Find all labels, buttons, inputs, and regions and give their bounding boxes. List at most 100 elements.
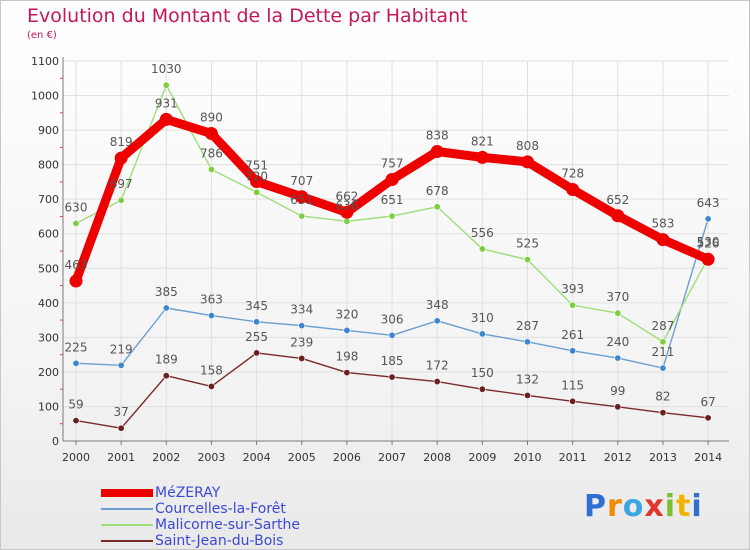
x-tick-label: 2009: [468, 451, 496, 464]
point-malicorne-sur-sarthe: [253, 188, 261, 196]
point-malicorne-sur-sarthe: [569, 301, 577, 309]
data-label-malicorne-sur-sarthe: 393: [561, 282, 584, 296]
logo-letter: i: [664, 489, 677, 524]
point-mezeray: [430, 145, 444, 159]
legend-label: Malicorne-sur-Sarthe: [155, 517, 301, 533]
data-label-courcelles-la-foret: 345: [245, 299, 268, 313]
data-label-mezeray: 662: [335, 189, 358, 203]
data-label-saint-jean-du-bois: 59: [68, 398, 83, 412]
chart-subtitle: (en €): [27, 30, 57, 41]
y-tick-label: 500: [38, 262, 59, 275]
y-tick-label: 600: [38, 228, 59, 241]
x-tick-label: 2005: [288, 451, 316, 464]
data-label-mezeray: 728: [561, 167, 584, 181]
series-layer: [69, 81, 715, 432]
legend-label: Saint-Jean-du-Bois: [155, 533, 284, 549]
y-tick-label: 1000: [31, 90, 59, 103]
point-saint-jean-du-bois: [704, 414, 712, 422]
data-label-courcelles-la-foret: 240: [606, 335, 629, 349]
point-malicorne-sur-sarthe: [478, 245, 486, 253]
y-tick-label: 1100: [31, 55, 59, 68]
point-courcelles-la-foret: [253, 318, 261, 326]
point-saint-jean-du-bois: [433, 378, 441, 386]
proxiti-logo: Proxiti: [584, 489, 703, 524]
data-label-malicorne-sur-sarthe: 720: [245, 169, 268, 183]
point-mezeray: [656, 233, 670, 247]
point-courcelles-la-foret: [162, 304, 170, 312]
data-label-courcelles-la-foret: 225: [65, 340, 88, 354]
point-courcelles-la-foret: [388, 331, 396, 339]
data-label-mezeray: 583: [651, 217, 674, 231]
data-label-mezeray: 890: [200, 111, 223, 125]
point-malicorne-sur-sarthe: [207, 165, 215, 173]
point-malicorne-sur-sarthe: [117, 196, 125, 204]
x-tick-label: 2010: [514, 451, 542, 464]
point-courcelles-la-foret: [207, 312, 215, 320]
y-tick-label: 300: [38, 331, 59, 344]
data-label-mezeray: 526: [697, 236, 720, 250]
data-label-mezeray: 819: [110, 135, 133, 149]
data-label-mezeray: 652: [606, 193, 629, 207]
point-saint-jean-du-bois: [569, 397, 577, 405]
y-tick-label: 200: [38, 366, 59, 379]
data-label-mezeray: 751: [245, 159, 268, 173]
data-label-saint-jean-du-bois: 115: [561, 378, 584, 392]
data-label-malicorne-sur-sarthe: 530: [697, 235, 720, 249]
point-courcelles-la-foret: [569, 347, 577, 355]
y-tick-label: 700: [38, 193, 59, 206]
data-label-saint-jean-du-bois: 158: [200, 363, 223, 377]
data-label-saint-jean-du-bois: 172: [426, 359, 449, 373]
data-label-malicorne-sur-sarthe: 636: [335, 198, 358, 212]
data-label-layer: 463 819 931 890 751 707 662 757 838 821 808 728 652 5…: [65, 62, 720, 419]
x-tick-label: 2004: [243, 451, 271, 464]
data-label-saint-jean-du-bois: 239: [290, 335, 313, 349]
point-courcelles-la-foret: [659, 364, 667, 372]
data-label-malicorne-sur-sarthe: 651: [290, 193, 313, 207]
data-label-saint-jean-du-bois: 67: [700, 395, 715, 409]
data-label-malicorne-sur-sarthe: 1030: [151, 62, 182, 76]
logo-letter: P: [584, 489, 607, 524]
logo-letter: o: [622, 489, 645, 524]
data-label-saint-jean-du-bois: 132: [516, 372, 539, 386]
x-tick-label: 2006: [333, 451, 361, 464]
data-label-courcelles-la-foret: 219: [110, 342, 133, 356]
data-label-courcelles-la-foret: 287: [516, 319, 539, 333]
x-tick-label: 2013: [649, 451, 677, 464]
point-mezeray: [475, 150, 489, 164]
point-malicorne-sur-sarthe: [433, 203, 441, 211]
data-label-saint-jean-du-bois: 198: [335, 350, 358, 364]
x-tick-label: 2008: [423, 451, 451, 464]
point-mezeray: [250, 175, 264, 189]
point-courcelles-la-foret: [72, 359, 80, 367]
x-tick-label: 2007: [378, 451, 406, 464]
point-courcelles-la-foret: [704, 215, 712, 223]
data-label-courcelles-la-foret: 306: [381, 312, 404, 326]
legend-swatch: [101, 540, 153, 542]
data-label-mezeray: 757: [381, 156, 404, 170]
point-courcelles-la-foret: [433, 317, 441, 325]
point-mezeray: [295, 190, 309, 204]
data-label-malicorne-sur-sarthe: 786: [200, 146, 223, 160]
data-label-saint-jean-du-bois: 99: [610, 384, 625, 398]
x-tick-label: 2002: [152, 451, 180, 464]
point-saint-jean-du-bois: [388, 373, 396, 381]
data-label-mezeray: 931: [155, 96, 178, 110]
legend-label: Courcelles-la-Forêt: [155, 501, 286, 517]
point-courcelles-la-foret: [117, 361, 125, 369]
y-tick-label: 800: [38, 159, 59, 172]
point-saint-jean-du-bois: [72, 417, 80, 425]
logo-letter: r: [607, 489, 623, 524]
point-mezeray: [159, 112, 173, 126]
point-saint-jean-du-bois: [253, 349, 261, 357]
x-tick-label: 2012: [604, 451, 632, 464]
point-mezeray: [340, 205, 354, 219]
point-saint-jean-du-bois: [659, 409, 667, 417]
x-tick-label: 2011: [559, 451, 587, 464]
point-courcelles-la-foret: [523, 338, 531, 346]
data-label-courcelles-la-foret: 310: [471, 311, 494, 325]
point-mezeray: [69, 274, 83, 288]
y-tick-label: 100: [38, 400, 59, 413]
point-malicorne-sur-sarthe: [614, 309, 622, 317]
point-saint-jean-du-bois: [614, 403, 622, 411]
